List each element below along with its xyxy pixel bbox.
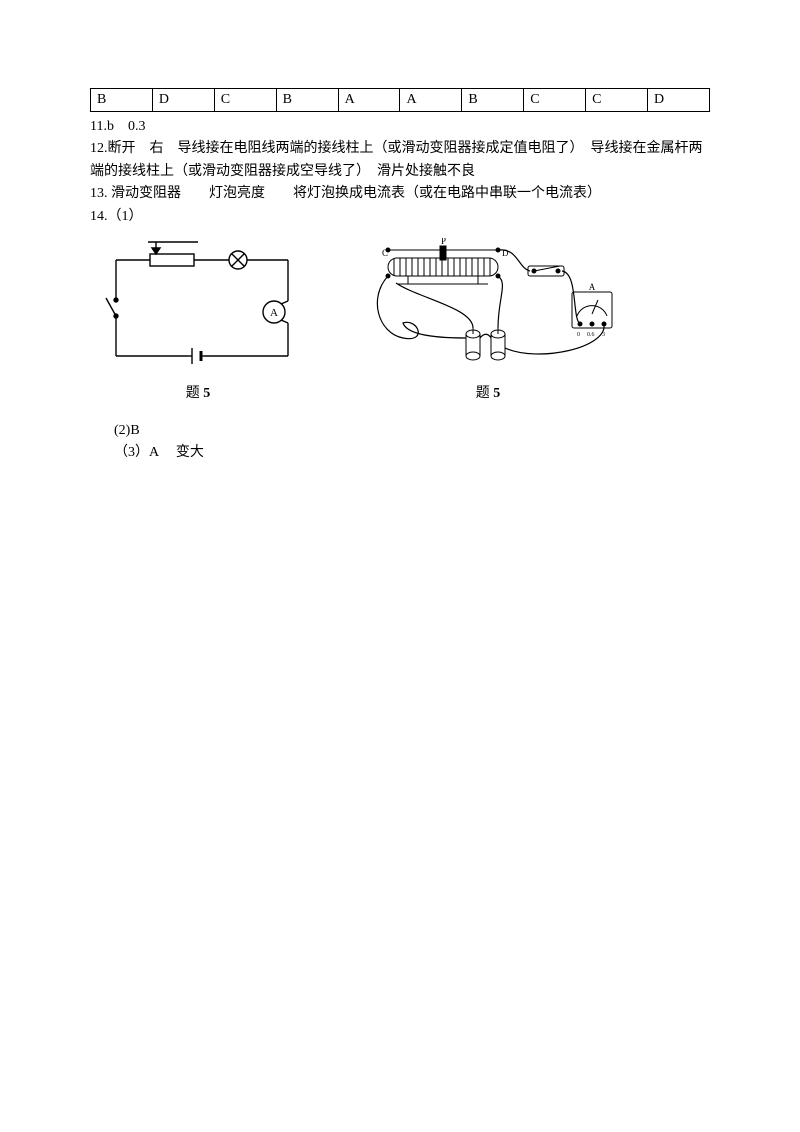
cell: D <box>152 89 214 112</box>
circuit-schematic: A <box>98 238 298 378</box>
caption-right: 题 5 <box>358 382 618 402</box>
circuit-realistic: C D P A 0 0.6 3 <box>358 238 618 378</box>
cell: B <box>91 89 153 112</box>
figure-right-wrap: C D P A 0 0.6 3 题 5 <box>358 238 618 402</box>
answer-14-2: (2)B <box>114 420 710 442</box>
cell: B <box>276 89 338 112</box>
caption-num: 5 <box>203 386 210 401</box>
answer-table: B D C B A A B C C D <box>90 88 710 112</box>
cell: C <box>586 89 648 112</box>
cell: A <box>338 89 400 112</box>
cell: B <box>462 89 524 112</box>
after-answers: (2)B （3）A 变大 <box>114 420 710 465</box>
table-row: B D C B A A B C C D <box>91 89 710 112</box>
answer-13: 13. 滑动变阻器 灯泡亮度 将灯泡换成电流表（或在电路中串联一个电流表） <box>90 183 710 205</box>
cell: A <box>400 89 462 112</box>
figure-left-wrap: A 题 5 <box>98 238 298 402</box>
cell: C <box>214 89 276 112</box>
ammeter-label: A <box>270 307 278 319</box>
caption-left: 题 5 <box>98 382 298 402</box>
caption-prefix: 题 <box>186 386 204 401</box>
rheo-label-c: C <box>382 248 388 258</box>
rheo-label-d: D <box>502 248 509 258</box>
cell: D <box>648 89 710 112</box>
answer-11: 11.b 0.3 <box>90 116 710 138</box>
answer-14-3: （3）A 变大 <box>114 442 710 464</box>
meter-label: A <box>589 282 596 292</box>
scale-0: 0 <box>577 332 580 338</box>
rheo-label-p: P <box>441 238 446 246</box>
caption-prefix: 题 <box>476 386 494 401</box>
figures-row: A 题 5 <box>98 238 710 402</box>
cell: C <box>524 89 586 112</box>
scale-3: 3 <box>602 332 605 338</box>
scale-06: 0.6 <box>587 332 595 338</box>
answer-14: 14.（1） <box>90 206 710 228</box>
answer-12: 12.断开 右 导线接在电阻线两端的接线柱上（或滑动变阻器接成定值电阻了） 导线… <box>90 138 710 183</box>
caption-num: 5 <box>493 386 500 401</box>
